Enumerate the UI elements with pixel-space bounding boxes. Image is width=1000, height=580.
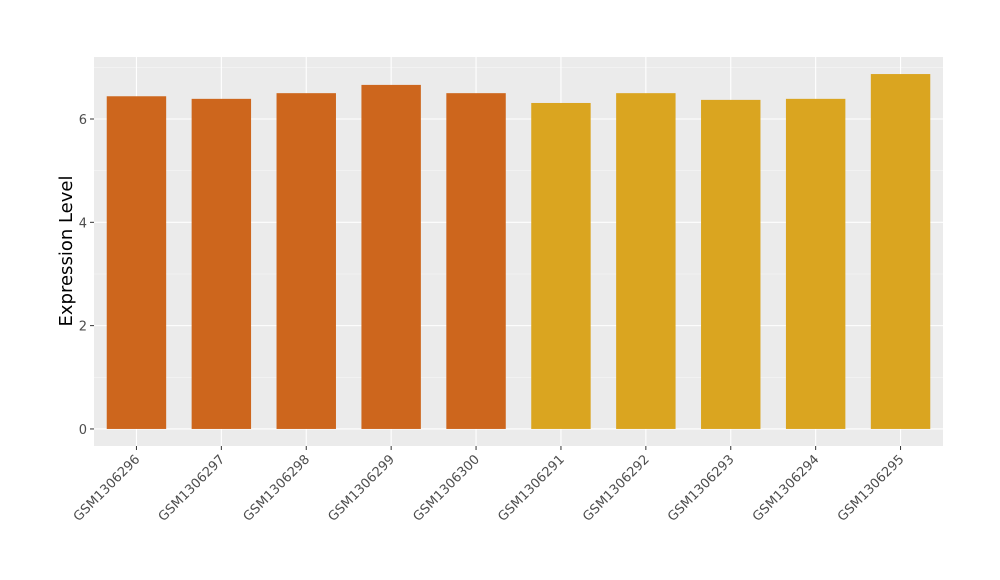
bar (446, 93, 506, 429)
bar (106, 96, 167, 429)
bar (870, 74, 931, 429)
y-tick-label: 6 (79, 113, 87, 128)
y-tick-label: 4 (79, 216, 87, 231)
x-tick-label: GSM1306293 (665, 452, 737, 524)
y-tick-label: 0 (79, 423, 87, 438)
bar (276, 93, 336, 429)
x-tick-label: GSM1306300 (410, 452, 482, 524)
bar (361, 84, 421, 429)
y-axis-label: Expression Level (56, 176, 77, 327)
x-tick-label: GSM1306292 (580, 452, 652, 524)
x-tick-label: GSM1306297 (156, 452, 228, 524)
x-tick-label: GSM1306299 (326, 452, 398, 524)
x-tick-label: GSM1306296 (71, 452, 143, 524)
bar (616, 93, 676, 429)
bar (191, 98, 252, 429)
x-tick-label: GSM1306298 (241, 452, 313, 524)
x-tick-label: GSM1306295 (835, 452, 907, 524)
y-tick-label: 2 (79, 320, 87, 335)
x-tick-label: GSM1306294 (750, 452, 822, 524)
bar (531, 102, 591, 429)
bar (785, 98, 846, 429)
x-tick-label: GSM1306291 (495, 452, 567, 524)
bar (701, 99, 761, 429)
